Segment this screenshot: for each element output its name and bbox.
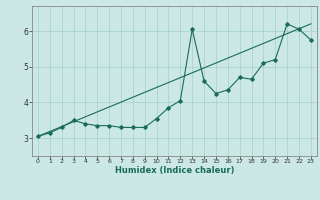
X-axis label: Humidex (Indice chaleur): Humidex (Indice chaleur) <box>115 166 234 175</box>
